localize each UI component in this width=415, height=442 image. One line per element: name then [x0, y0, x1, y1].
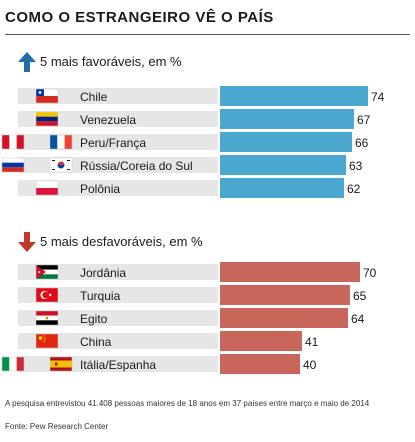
turkey-flag-icon: [35, 287, 59, 303]
value-label-turquia: 65: [353, 289, 367, 303]
bar-italia-espanha: [220, 354, 300, 374]
chile-flag-icon: [35, 88, 59, 104]
favorable-row-band: [18, 111, 218, 127]
bar-polonia: [220, 178, 344, 198]
category-label-chile: Chile: [80, 90, 108, 104]
category-label-venezuela: Venezuela: [80, 113, 136, 127]
value-label-chile: 74: [371, 90, 385, 104]
russia-flag-icon: [1, 157, 25, 173]
egypt-flag-icon: [35, 310, 59, 326]
poland-flag-icon: [35, 180, 59, 196]
value-label-china: 41: [305, 335, 319, 349]
category-label-italia-espanha: Itália/Espanha: [80, 358, 156, 372]
value-label-egito: 64: [351, 312, 365, 326]
unfavorable-row-band: [18, 310, 218, 326]
value-label-jordania: 70: [363, 266, 377, 280]
category-label-china: China: [80, 335, 112, 349]
value-label-russia-coreia-do-sul: 63: [349, 159, 363, 173]
bar-china: [220, 331, 302, 351]
bar-peru-franca: [220, 132, 352, 152]
bar-turquia: [220, 285, 350, 305]
category-label-turquia: Turquia: [80, 289, 121, 303]
favorable-section-title: 5 mais favoráveis, em %: [40, 54, 182, 69]
unfavorable-row-band: [18, 264, 218, 280]
south-korea-flag-icon: [49, 157, 73, 173]
chart-title: COMO O ESTRANGEIRO VÊ O PAÍS: [5, 9, 274, 26]
category-label-peru-franca: Peru/França: [80, 136, 146, 150]
category-label-polonia: Polônia: [80, 182, 120, 196]
unfavorable-row-band: [18, 287, 218, 303]
favorable-row-band: [18, 88, 218, 104]
venezuela-flag-icon: [35, 111, 59, 127]
footnote: A pesquisa entrevistou 41.408 pessoas ma…: [5, 399, 370, 408]
source-note: Fonte: Pew Research Center: [5, 422, 109, 431]
peru-flag-icon: [1, 134, 25, 150]
favorable-row-band: [18, 180, 218, 196]
down-arrow-icon: [18, 232, 36, 252]
jordan-flag-icon: [35, 264, 59, 280]
value-label-italia-espanha: 40: [303, 358, 317, 372]
spain-flag-icon: [49, 356, 73, 372]
bar-venezuela: [220, 109, 354, 129]
bar-russia-coreia-do-sul: [220, 155, 346, 175]
bar-egito: [220, 308, 348, 328]
category-label-jordania: Jordânia: [80, 266, 126, 280]
value-label-venezuela: 67: [357, 113, 371, 127]
france-flag-icon: [49, 134, 73, 150]
up-arrow-icon: [18, 52, 36, 72]
value-label-polonia: 62: [347, 182, 361, 196]
bar-chile: [220, 86, 368, 106]
unfavorable-section-title: 5 mais desfavoráveis, em %: [40, 234, 203, 249]
value-label-peru-franca: 66: [355, 136, 369, 150]
category-label-egito: Egito: [80, 312, 108, 326]
bar-jordania: [220, 262, 360, 282]
category-label-russia-coreia-do-sul: Rússia/Coreia do Sul: [80, 159, 193, 173]
china-flag-icon: [35, 333, 59, 349]
unfavorable-row-band: [18, 333, 218, 349]
italy-flag-icon: [1, 356, 25, 372]
title-divider: [5, 34, 410, 35]
